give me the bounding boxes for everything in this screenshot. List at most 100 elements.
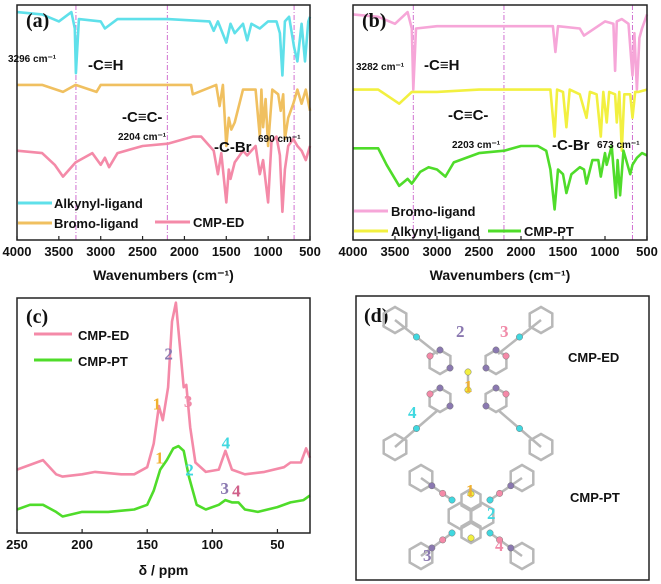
- x-axis-label: Wavenumbers (cm⁻¹): [93, 267, 234, 283]
- peak-label: 4: [232, 481, 241, 500]
- legend-c: CMP-ED CMP-PT: [34, 328, 129, 369]
- annotation-cc: -C≡C-: [448, 107, 488, 124]
- carbon-label: 1: [466, 481, 475, 500]
- peak-label: 2: [185, 460, 194, 479]
- benzene-ring: [528, 432, 554, 462]
- x-tick-label: 2500: [465, 244, 494, 259]
- atom: [482, 364, 490, 372]
- bond: [489, 476, 523, 502]
- atom: [439, 489, 447, 497]
- atom: [467, 534, 475, 542]
- series-bromo-ligand: [352, 10, 649, 91]
- bond: [420, 531, 453, 558]
- atom: [436, 346, 444, 354]
- bond: [518, 319, 542, 338]
- series-cmp-ed: [16, 135, 312, 214]
- atom: [446, 402, 454, 410]
- benzene-ring: [447, 501, 473, 531]
- peak-label: 4: [222, 434, 231, 453]
- plot-frame: [352, 4, 648, 241]
- carbon-label: 2: [487, 504, 496, 523]
- x-tick-label: 3000: [86, 244, 115, 259]
- atom: [464, 386, 472, 394]
- benzene-ring: [484, 386, 508, 414]
- atom: [516, 425, 523, 432]
- x-tick-label: 3500: [44, 244, 73, 259]
- x-tick-label: 2000: [507, 244, 536, 259]
- annotation-cc: -C≡C-: [122, 109, 162, 126]
- bond: [497, 336, 521, 355]
- bond: [394, 319, 418, 338]
- panel-label-d: (d): [364, 305, 388, 327]
- benzene-ring: [484, 348, 508, 376]
- peak-label: 3: [184, 392, 193, 411]
- atom: [502, 390, 510, 398]
- atom: [413, 425, 420, 432]
- chart-b: 4000 3500 3000 2500 2000 1500 1000 500 Wavenumbe…: [339, 4, 658, 283]
- x-tick-label: 2500: [128, 244, 157, 259]
- atom: [496, 489, 504, 497]
- peak-label: 1: [153, 395, 162, 414]
- x-tick-label: 1000: [591, 244, 620, 259]
- panel-label-c: (c): [26, 306, 48, 328]
- annotation-3296: 3296 cm⁻¹: [8, 54, 57, 65]
- atom: [516, 333, 523, 341]
- bond: [420, 476, 453, 502]
- benzene-ring: [428, 386, 452, 414]
- carbon-label: 4: [408, 403, 417, 422]
- x-tick-label: 2000: [170, 244, 199, 259]
- series-alkynyl-ligand: [16, 10, 312, 77]
- series-bromo-ligand: [17, 83, 312, 148]
- atom: [507, 482, 515, 490]
- benzene-ring: [408, 463, 434, 493]
- atom: [426, 390, 434, 398]
- atom: [428, 544, 436, 552]
- peak-label: 2: [164, 344, 173, 363]
- x-tick-label: 1000: [254, 244, 283, 259]
- panel-b-annotations: 3282 cm⁻¹ -C≡H -C≡C- 2203 cm⁻¹ -C-Br 673…: [356, 57, 640, 154]
- legend-b: Bromo-ligand Alkynyl-ligand CMP-PT: [354, 204, 574, 239]
- benzene-ring: [460, 519, 482, 545]
- x-tick-label: 250: [6, 537, 28, 552]
- atom: [426, 352, 434, 360]
- atom: [486, 496, 494, 504]
- atom: [428, 482, 436, 490]
- atom: [448, 496, 456, 504]
- bond: [415, 409, 439, 430]
- panel-d-frame: [355, 295, 650, 581]
- annotation-2204: 2204 cm⁻¹: [118, 132, 167, 143]
- atom: [492, 346, 500, 354]
- annotation-cbr: -C-Br: [552, 137, 590, 154]
- legend-label: CMP-ED: [78, 328, 129, 343]
- benzene-ring: [382, 305, 408, 335]
- annotation-ch: -C≡H: [88, 57, 123, 74]
- atom: [436, 384, 444, 392]
- series-cmp-pt: [353, 144, 648, 211]
- x-tick-label: 500: [636, 244, 658, 259]
- panel-label-a: (a): [26, 10, 49, 32]
- x-tick-label: 4000: [3, 244, 32, 259]
- benzene-ring: [528, 305, 554, 335]
- x-tick-label: 500: [299, 244, 321, 259]
- series-cmp-pt: [16, 444, 311, 518]
- legend-label: Alkynyl-ligand: [54, 196, 143, 211]
- annotation-673: 673 cm⁻¹: [597, 140, 640, 151]
- benzene-ring: [382, 432, 408, 462]
- carbon-label: 4: [495, 536, 504, 555]
- x-tick-label: 3500: [381, 244, 410, 259]
- carbon-label: 2: [456, 322, 465, 341]
- panel-label-b: (b): [362, 10, 386, 32]
- x-tick-label: 1500: [549, 244, 578, 259]
- benzene-ring: [428, 348, 452, 376]
- atom: [492, 384, 500, 392]
- x-tick-label: 4000: [339, 244, 368, 259]
- annotation-2203: 2203 cm⁻¹: [452, 140, 501, 151]
- atom: [482, 402, 490, 410]
- bond: [518, 427, 542, 448]
- bond: [489, 531, 523, 558]
- structure-label-cmp-pt: CMP-PT: [570, 490, 620, 505]
- legend-label: Bromo-ligand: [54, 216, 139, 231]
- carbon-label: 3: [423, 546, 432, 565]
- atom: [467, 490, 475, 498]
